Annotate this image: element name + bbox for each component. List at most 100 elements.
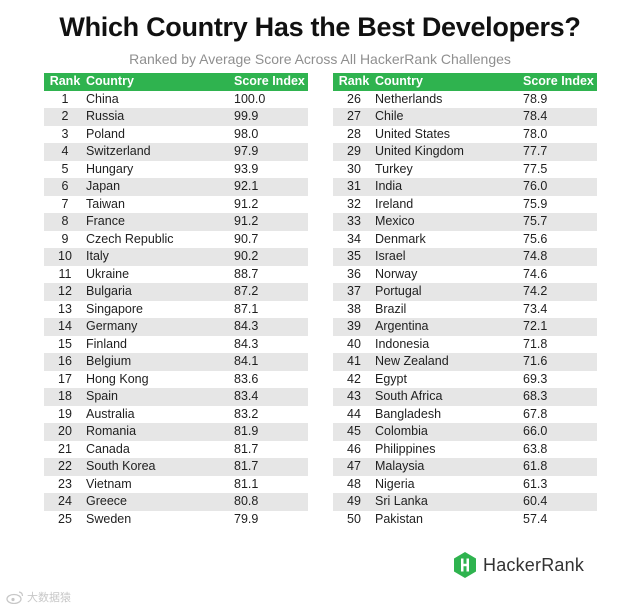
table-row: 16 Belgium 84.1 xyxy=(44,353,308,371)
score-cell: 67.8 xyxy=(523,405,597,423)
country-cell: Hong Kong xyxy=(86,370,234,388)
score-cell: 75.6 xyxy=(523,230,597,248)
country-cell: Norway xyxy=(375,265,523,283)
rank-cell: 34 xyxy=(333,230,375,248)
score-cell: 78.9 xyxy=(523,90,597,108)
score-cell: 84.3 xyxy=(234,318,308,336)
country-cell: Switzerland xyxy=(86,143,234,161)
table-row: 34 Denmark 75.6 xyxy=(333,230,597,248)
rank-cell: 28 xyxy=(333,125,375,143)
rank-cell: 46 xyxy=(333,440,375,458)
country-cell: United States xyxy=(375,125,523,143)
table-row: 19 Australia 83.2 xyxy=(44,405,308,423)
table-row: 26 Netherlands 78.9 xyxy=(333,90,597,108)
country-cell: Denmark xyxy=(375,230,523,248)
country-cell: Portugal xyxy=(375,283,523,301)
rank-cell: 11 xyxy=(44,265,86,283)
hackerrank-logo-text: HackerRank xyxy=(483,554,585,575)
table-row: 8 France 91.2 xyxy=(44,213,308,231)
rank-cell: 15 xyxy=(44,335,86,353)
table-row: 27 Chile 78.4 xyxy=(333,108,597,126)
country-cell: Germany xyxy=(86,318,234,336)
country-cell: Sweden xyxy=(86,510,234,528)
score-cell: 79.9 xyxy=(234,510,308,528)
score-cell: 90.7 xyxy=(234,230,308,248)
rank-cell: 36 xyxy=(333,265,375,283)
country-cell: Netherlands xyxy=(375,90,523,108)
country-cell: Finland xyxy=(86,335,234,353)
score-cell: 90.2 xyxy=(234,248,308,266)
table-row: 47 Malaysia 61.8 xyxy=(333,458,597,476)
table-row: 45 Colombia 66.0 xyxy=(333,423,597,441)
score-cell: 91.2 xyxy=(234,195,308,213)
country-cell: Singapore xyxy=(86,300,234,318)
score-cell: 63.8 xyxy=(523,440,597,458)
score-cell: 87.2 xyxy=(234,283,308,301)
rank-cell: 45 xyxy=(333,423,375,441)
country-cell: Hungary xyxy=(86,160,234,178)
score-cell: 75.9 xyxy=(523,195,597,213)
rank-cell: 50 xyxy=(333,510,375,528)
country-cell: Italy xyxy=(86,248,234,266)
score-cell: 77.5 xyxy=(523,160,597,178)
watermark: 大数据猿 xyxy=(6,589,71,605)
table-row: 7 Taiwan 91.2 xyxy=(44,195,308,213)
table-row: 28 United States 78.0 xyxy=(333,125,597,143)
table-row: 42 Egypt 69.3 xyxy=(333,370,597,388)
table-row: 9 Czech Republic 90.7 xyxy=(44,230,308,248)
rank-cell: 49 xyxy=(333,493,375,511)
country-cell: Belgium xyxy=(86,353,234,371)
country-cell: Romania xyxy=(86,423,234,441)
country-cell: Bulgaria xyxy=(86,283,234,301)
rank-cell: 30 xyxy=(333,160,375,178)
table-row: 46 Philippines 63.8 xyxy=(333,440,597,458)
table-row: 40 Indonesia 71.8 xyxy=(333,335,597,353)
score-cell: 83.4 xyxy=(234,388,308,406)
table-row: 36 Norway 74.6 xyxy=(333,265,597,283)
rank-cell: 17 xyxy=(44,370,86,388)
table-row: 3 Poland 98.0 xyxy=(44,125,308,143)
country-cell: Malaysia xyxy=(375,458,523,476)
rank-cell: 10 xyxy=(44,248,86,266)
ranking-table-left: Rank Country Score Index 1 China 100.0 2 Rus… xyxy=(44,73,308,528)
rank-cell: 33 xyxy=(333,213,375,231)
score-cell: 76.0 xyxy=(523,178,597,196)
score-cell: 97.9 xyxy=(234,143,308,161)
country-cell: Colombia xyxy=(375,423,523,441)
rank-cell: 2 xyxy=(44,108,86,126)
country-cell: Canada xyxy=(86,440,234,458)
rank-cell: 14 xyxy=(44,318,86,336)
table-row: 12 Bulgaria 87.2 xyxy=(44,283,308,301)
table-row: 5 Hungary 93.9 xyxy=(44,160,308,178)
score-cell: 77.7 xyxy=(523,143,597,161)
country-cell: India xyxy=(375,178,523,196)
country-cell: United Kingdom xyxy=(375,143,523,161)
header-rank: Rank xyxy=(333,73,375,91)
country-cell: Chile xyxy=(375,108,523,126)
country-cell: South Africa xyxy=(375,388,523,406)
country-cell: Ukraine xyxy=(86,265,234,283)
table-row: 24 Greece 80.8 xyxy=(44,493,308,511)
hackerrank-logo-icon xyxy=(454,552,476,578)
rank-cell: 27 xyxy=(333,108,375,126)
hackerrank-logo: HackerRank xyxy=(453,552,584,578)
score-cell: 81.7 xyxy=(234,440,308,458)
country-cell: Ireland xyxy=(375,195,523,213)
rank-cell: 22 xyxy=(44,458,86,476)
table-row: 39 Argentina 72.1 xyxy=(333,318,597,336)
rank-cell: 4 xyxy=(44,143,86,161)
rank-cell: 5 xyxy=(44,160,86,178)
table-row: 29 United Kingdom 77.7 xyxy=(333,143,597,161)
table-row: 14 Germany 84.3 xyxy=(44,318,308,336)
header-score-index: Score Index xyxy=(234,73,308,91)
score-cell: 78.4 xyxy=(523,108,597,126)
table-row: 48 Nigeria 61.3 xyxy=(333,475,597,493)
country-cell: Taiwan xyxy=(86,195,234,213)
rank-cell: 37 xyxy=(333,283,375,301)
table-row: 31 India 76.0 xyxy=(333,178,597,196)
table-row: 4 Switzerland 97.9 xyxy=(44,143,308,161)
table-row: 44 Bangladesh 67.8 xyxy=(333,405,597,423)
rank-cell: 18 xyxy=(44,388,86,406)
country-cell: France xyxy=(86,213,234,231)
rank-cell: 16 xyxy=(44,353,86,371)
